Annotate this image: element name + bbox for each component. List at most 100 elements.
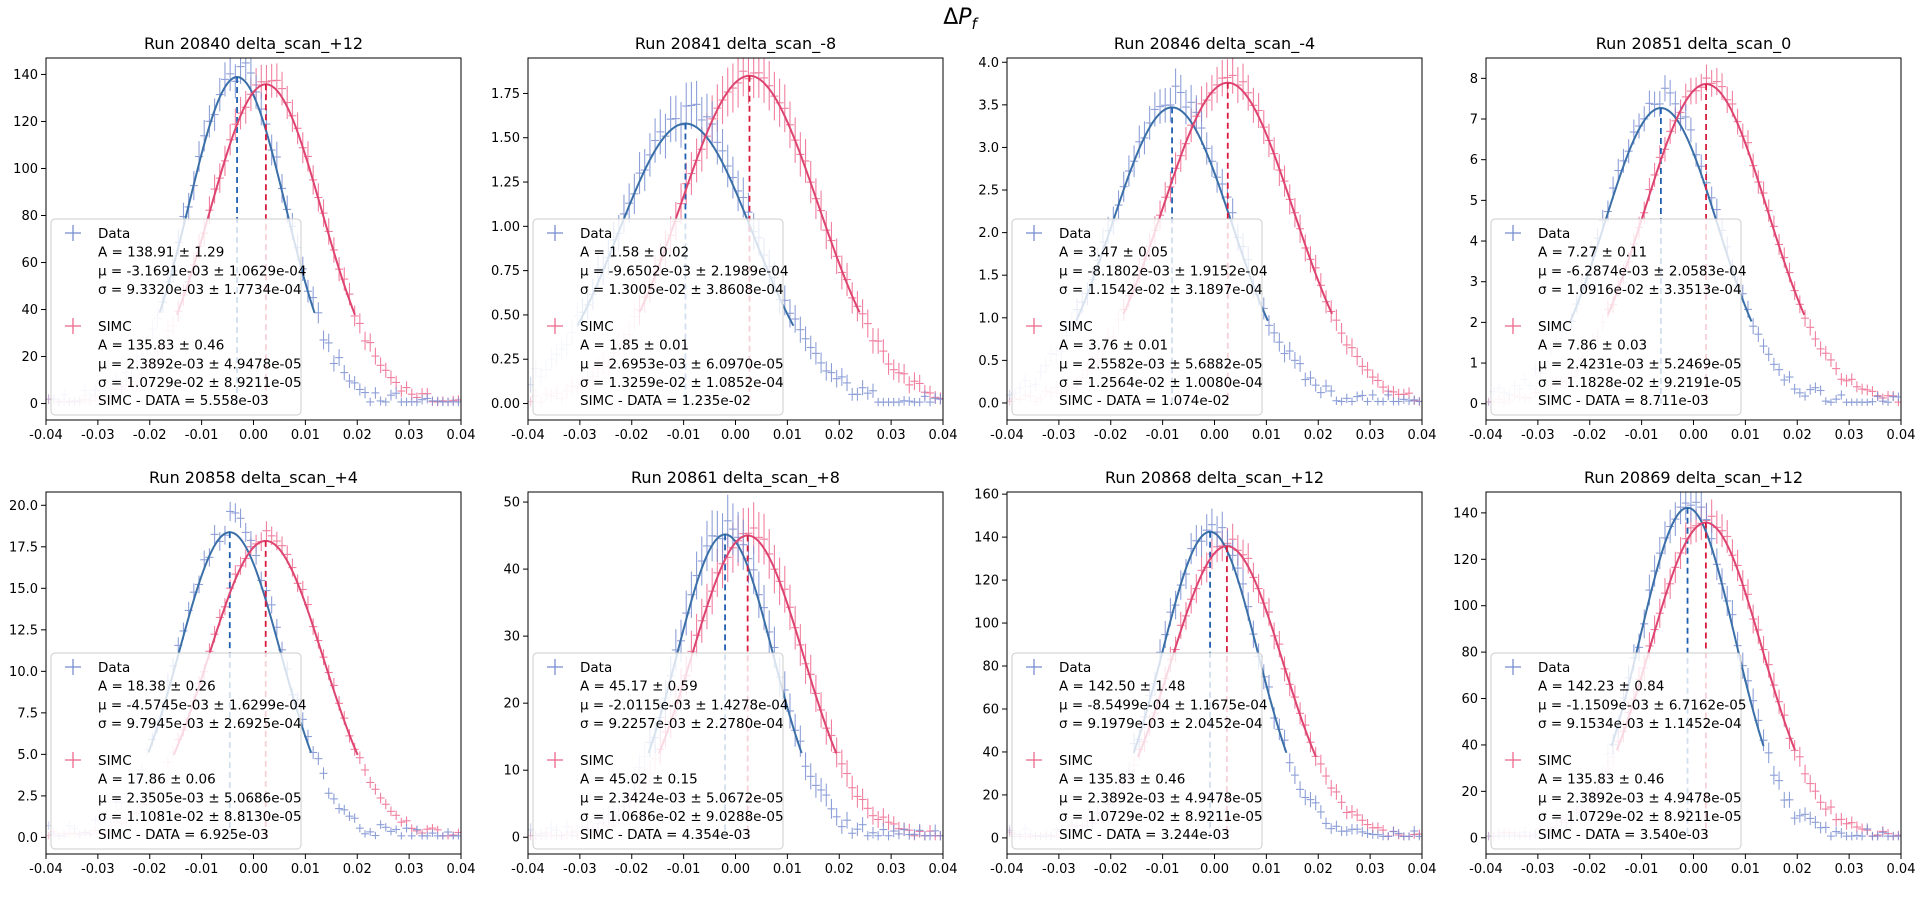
x-tick-label: 0.02 <box>825 428 854 443</box>
simc-fit-param: μ = 2.3892e-03 ± 4.9478e-05 <box>1538 790 1742 806</box>
legend-box <box>1490 218 1742 416</box>
simc-point <box>1347 338 1356 358</box>
data-point <box>1342 826 1351 837</box>
data-point <box>345 811 354 821</box>
x-tick-label: 0.03 <box>1835 862 1864 877</box>
y-tick-label: 0 <box>1470 831 1478 846</box>
data-fit-param: σ = 9.2257e-03 ± 2.2780e-04 <box>580 716 784 732</box>
x-tick-label: 0.03 <box>877 862 906 877</box>
data-point <box>444 828 453 836</box>
data-point <box>848 827 857 839</box>
y-tick-label: 0.75 <box>491 264 520 279</box>
y-tick-label: 140 <box>1453 506 1478 521</box>
simc-point <box>868 806 877 825</box>
simc-point <box>926 385 935 401</box>
data-legend-label: Data <box>98 660 130 676</box>
data-point <box>1171 68 1180 104</box>
legend-box <box>532 218 784 416</box>
legend: Data A = 18.38 ± 0.26 μ = -4.5745e-03 ± 1.… <box>50 652 306 850</box>
x-tick-label: 0.00 <box>1679 428 1708 443</box>
simc-point <box>392 375 401 390</box>
data-point <box>1878 397 1887 406</box>
x-tick-label: -0.01 <box>1625 428 1659 443</box>
data-point <box>1353 823 1362 835</box>
data-point <box>1764 742 1773 764</box>
legend: Data A = 1.58 ± 0.02 μ = -9.6502e-03 ± 2.1… <box>532 218 788 416</box>
x-tick-label: 0.01 <box>773 862 802 877</box>
data-fit-param: μ = -6.2874e-03 ± 2.0583e-04 <box>1538 263 1746 279</box>
mean-difference-label: SIMC - DATA = 1.074e-02 <box>1059 393 1230 409</box>
simc-point <box>1852 821 1861 833</box>
data-point <box>454 832 461 840</box>
y-tick-label: 40 <box>503 563 520 578</box>
data-point <box>1676 492 1685 525</box>
data-fit-param: μ = -4.5745e-03 ± 1.6299e-04 <box>98 697 306 713</box>
simc-point <box>1337 322 1346 344</box>
simc-fit-param: μ = 2.3892e-03 ± 4.9478e-05 <box>98 356 302 372</box>
data-point <box>1712 198 1721 221</box>
data-point <box>889 824 898 838</box>
x-tick-label: -0.01 <box>1146 862 1180 877</box>
simc-legend-label: SIMC <box>580 319 614 335</box>
simc-point <box>1816 341 1825 357</box>
data-point <box>1270 322 1279 343</box>
data-point <box>1795 808 1804 823</box>
x-tick-label: -0.03 <box>81 428 115 443</box>
data-point <box>1358 390 1367 401</box>
simc-point <box>386 370 395 385</box>
simc-point <box>1368 369 1377 385</box>
data-point <box>319 767 328 780</box>
simc-fit-param: σ = 1.2564e-02 ± 1.0080e-04 <box>1059 375 1263 391</box>
data-point <box>1207 508 1216 541</box>
data-point <box>324 333 333 353</box>
simc-fit-param: μ = 2.3505e-03 ± 5.0686e-05 <box>98 790 302 806</box>
y-tick-label: 7 <box>1470 113 1478 128</box>
simc-point <box>293 112 302 145</box>
data-point <box>381 397 390 407</box>
y-tick-label: 8 <box>1470 72 1478 87</box>
y-tick-label: 40 <box>982 745 999 760</box>
simc-point <box>1806 319 1815 336</box>
data-point <box>418 394 427 405</box>
simc-point <box>744 58 753 104</box>
legend: Data A = 7.27 ± 0.11 μ = -6.2874e-03 ± 2.0… <box>1490 218 1746 416</box>
data-point <box>1342 393 1351 404</box>
panel-title: Run 20851 delta_scan_0 <box>1596 34 1792 54</box>
data-point <box>1156 89 1165 124</box>
data-point <box>1852 830 1861 840</box>
x-tick-label: -0.03 <box>1042 428 1076 443</box>
chart-panel: Run 20846 delta_scan_-4 -0.04 -0.03 -0.02 -0… <box>978 34 1436 443</box>
data-point <box>1790 383 1799 395</box>
data-legend-label: Data <box>1538 226 1570 242</box>
data-point <box>1311 795 1320 811</box>
simc-point <box>402 381 411 394</box>
data-point <box>1759 338 1768 354</box>
x-tick-label: 0.00 <box>239 428 268 443</box>
data-point <box>371 831 380 840</box>
x-tick-label: -0.03 <box>1042 862 1076 877</box>
simc-point <box>837 749 846 778</box>
data-point <box>361 386 370 399</box>
data-point <box>931 824 940 838</box>
data-point <box>1296 355 1305 372</box>
simc-point <box>1790 740 1799 761</box>
data-point <box>1337 397 1346 406</box>
data-point <box>454 397 461 407</box>
data-point <box>1660 75 1669 102</box>
data-point <box>900 822 909 837</box>
data-point <box>817 778 826 802</box>
simc-fit-param: A = 135.83 ± 0.46 <box>98 338 224 354</box>
mean-difference-label: SIMC - DATA = 4.354e-03 <box>580 827 751 843</box>
x-tick-label: -0.04 <box>1469 428 1503 443</box>
data-point <box>1878 827 1887 838</box>
y-tick-label: 1 <box>1470 357 1478 372</box>
data-fit-param: μ = -3.1691e-03 ± 1.0629e-04 <box>98 263 306 279</box>
legend-box <box>1011 218 1263 416</box>
y-tick-label: 7.5 <box>17 706 38 721</box>
simc-point <box>1816 794 1825 810</box>
x-tick-label: 0.02 <box>1783 428 1812 443</box>
y-tick-label: 0 <box>1470 397 1478 412</box>
data-point <box>1306 792 1315 808</box>
data-point <box>843 374 852 392</box>
x-tick-label: -0.04 <box>990 428 1024 443</box>
